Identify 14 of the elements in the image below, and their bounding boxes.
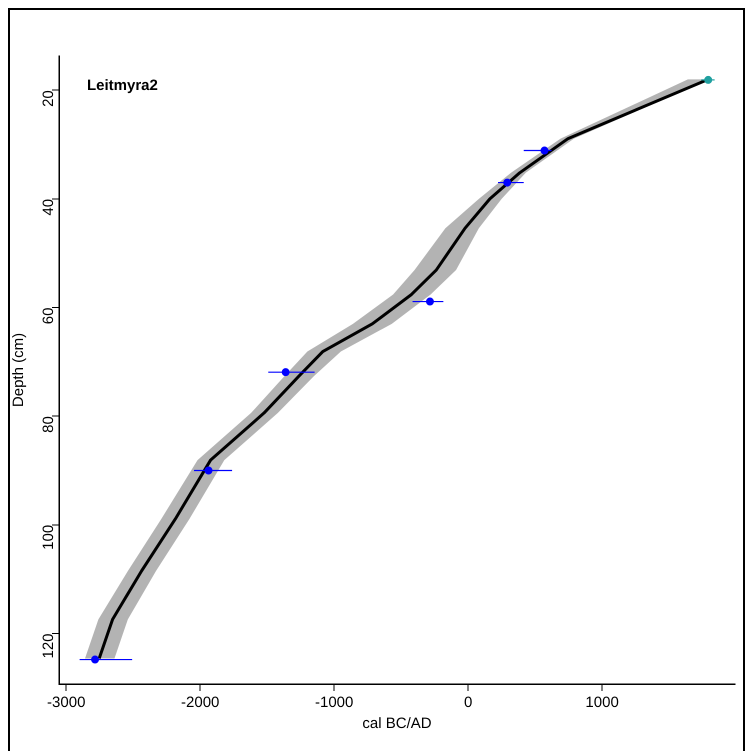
y-tick-label: 120 xyxy=(40,633,58,659)
annotation: Leitmyra2 xyxy=(87,77,158,94)
x-tick-label: -2000 xyxy=(181,694,220,712)
y-tick-label: 100 xyxy=(40,524,58,550)
y-tick-label: 80 xyxy=(40,416,58,433)
x-axis-title: cal BC/AD xyxy=(362,715,432,732)
x-tick-label: 0 xyxy=(464,694,472,712)
x-tick-label: -3000 xyxy=(47,694,86,712)
x-tick-label: -1000 xyxy=(314,694,354,712)
y-axis-title: Depth (cm) xyxy=(10,332,28,408)
x-tick-label: 1000 xyxy=(585,694,619,712)
y-tick-label: 60 xyxy=(40,308,58,324)
y-tick-label: 20 xyxy=(40,90,58,107)
y-tick-label: 40 xyxy=(40,198,58,216)
